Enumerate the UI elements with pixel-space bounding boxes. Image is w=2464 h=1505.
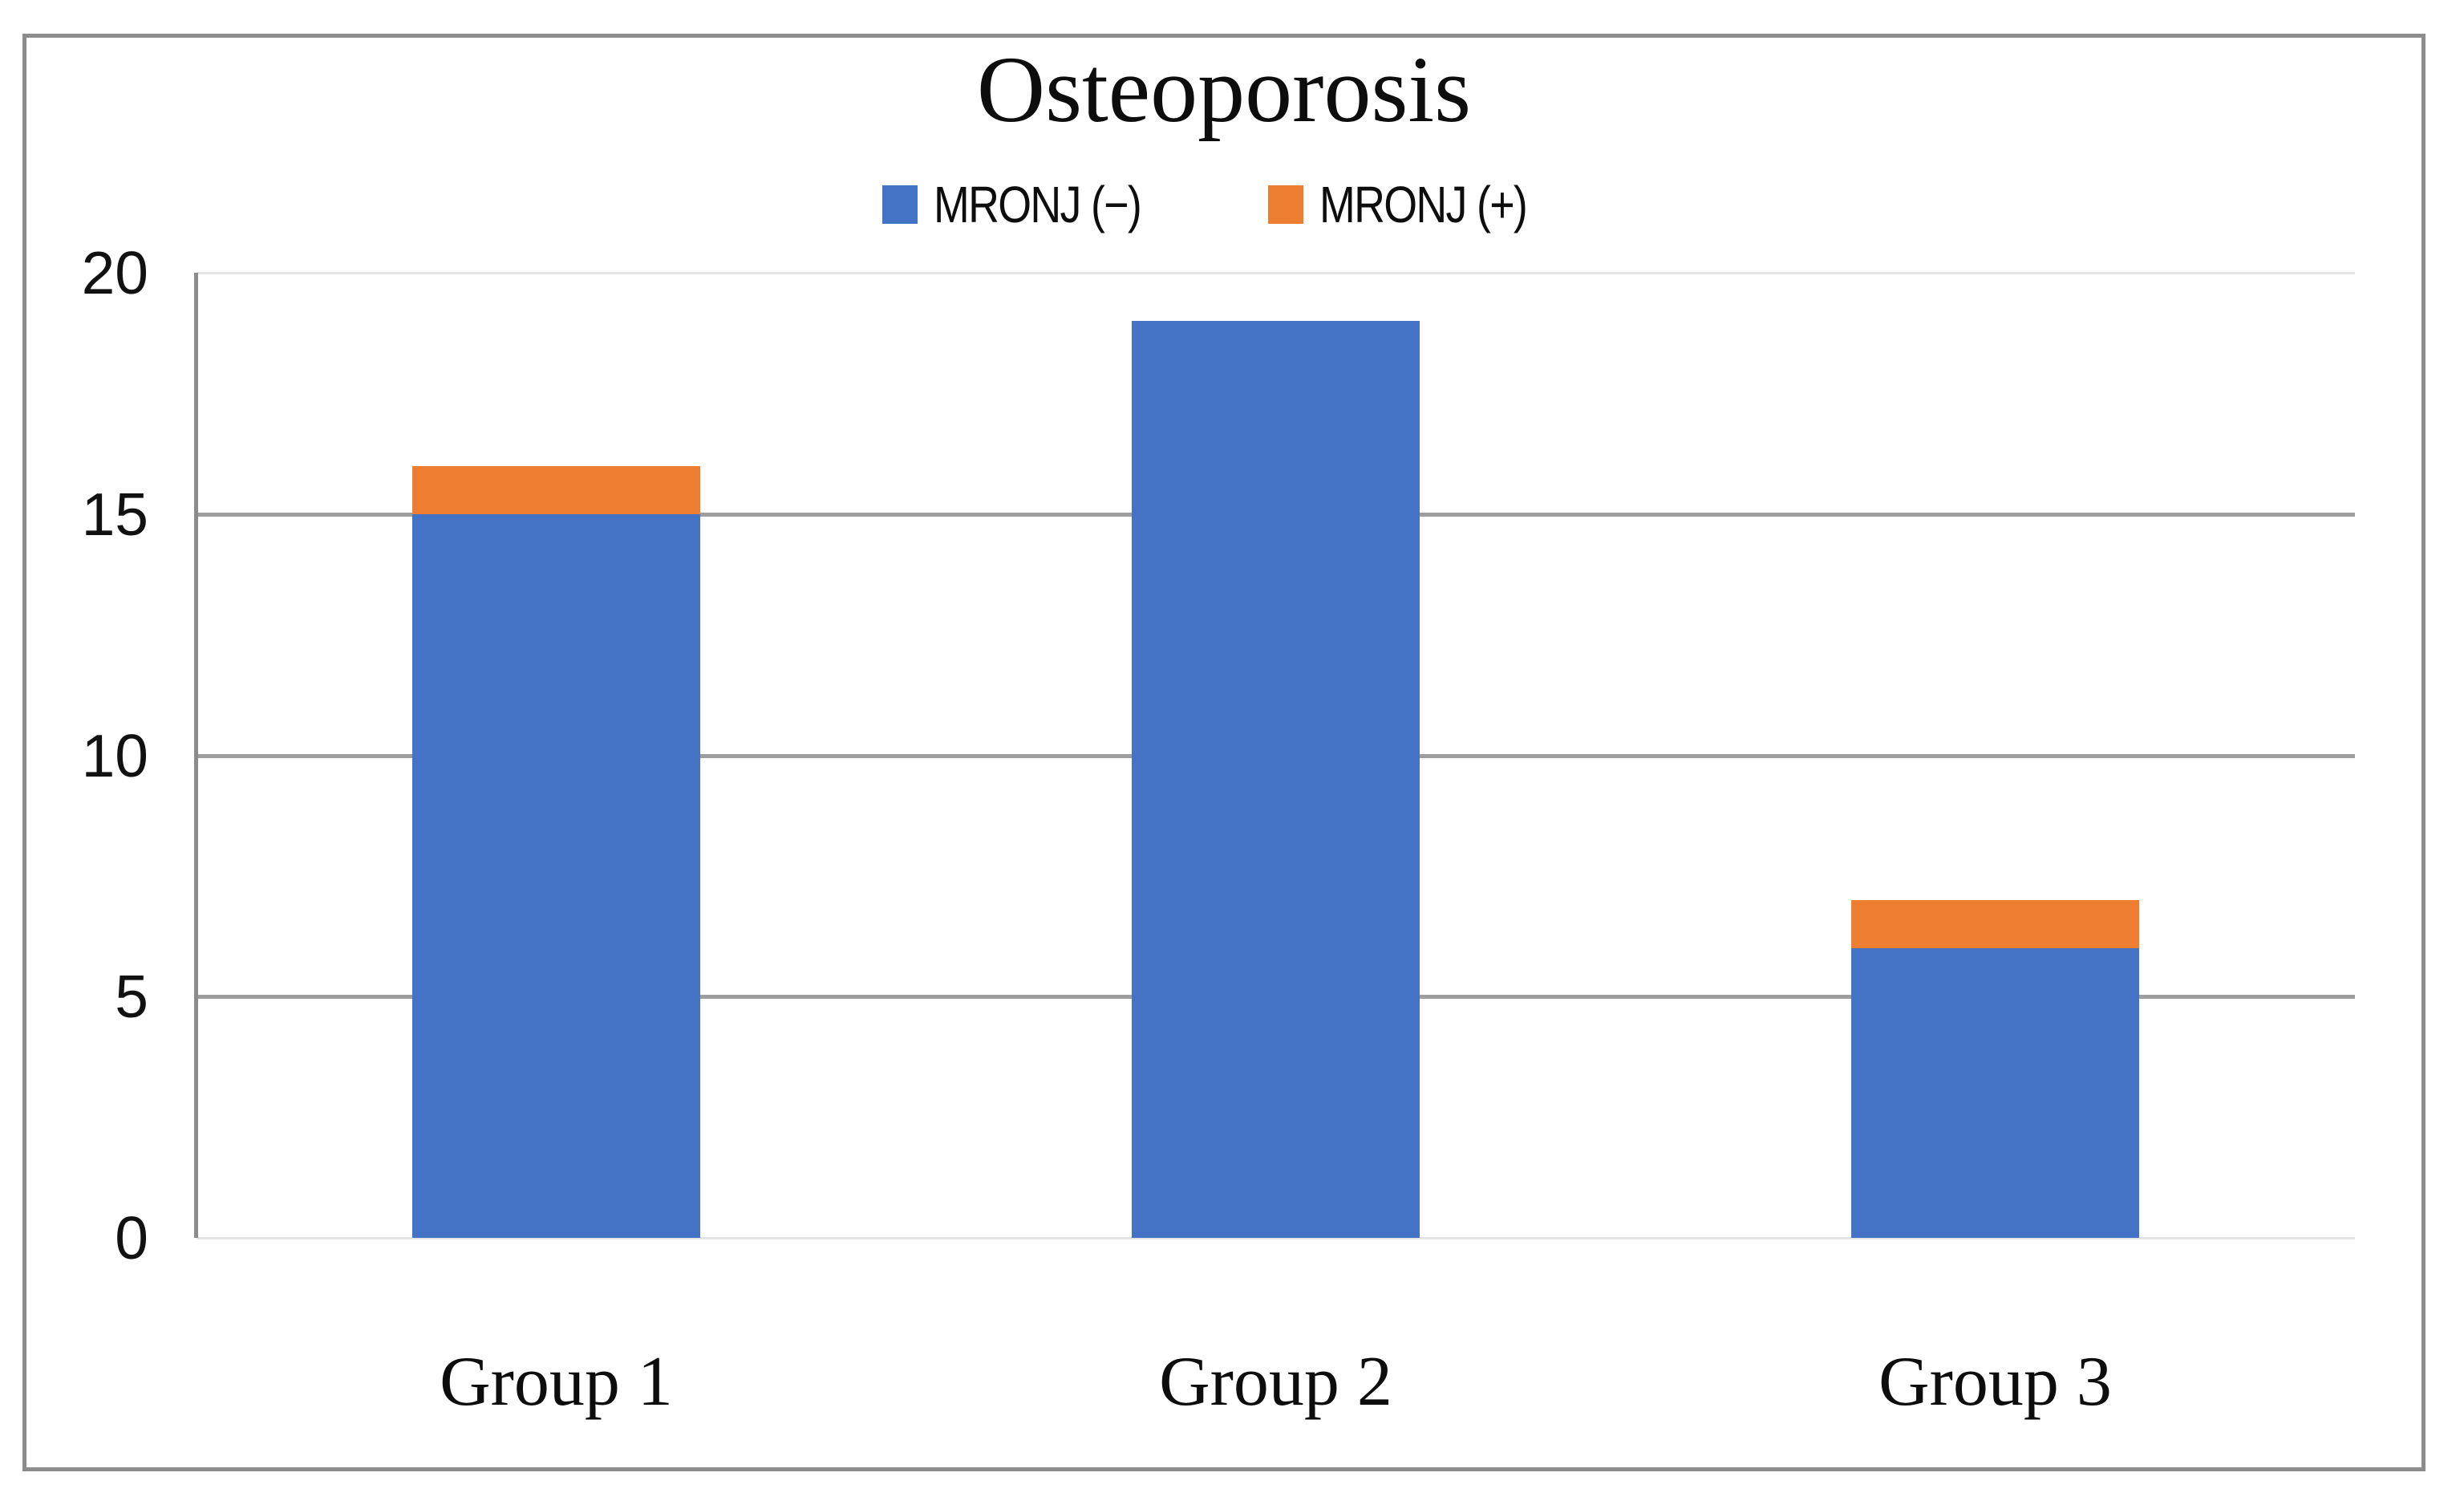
y-axis-tick-label: 0 — [115, 1204, 148, 1272]
bar-segment-negative-group-2 — [1132, 321, 1420, 1238]
bar-segment-positive-group-1 — [412, 465, 700, 514]
x-axis-category-label: Group 3 — [1878, 1343, 2112, 1421]
legend-swatch-icon — [1268, 185, 1303, 224]
legend-swatch-icon — [881, 185, 918, 224]
gridline-y20 — [197, 272, 2355, 274]
chart-legend: MRONJ (−) MRONJ (+) — [22, 175, 2426, 234]
y-axis-tick-label: 15 — [81, 480, 148, 548]
y-axis-tick-label: 10 — [81, 721, 148, 789]
chart-title: Osteoporosis — [976, 37, 1472, 142]
legend-label: MRONJ (−) — [933, 176, 1142, 233]
y-axis-tick-label: 5 — [115, 963, 148, 1031]
legend-item-mronj-positive: MRONJ (+) — [1268, 175, 1566, 234]
y-axis-line — [194, 273, 198, 1238]
x-axis-category-label: Group 2 — [1159, 1343, 1392, 1421]
y-axis-tick-label: 20 — [81, 239, 148, 306]
legend-label: MRONJ (+) — [1319, 176, 1528, 233]
gridline-y0 — [197, 1237, 2355, 1239]
legend-item-mronj-negative: MRONJ (−) — [881, 175, 1180, 234]
bar-segment-positive-group-3 — [1851, 899, 2139, 949]
x-axis-category-label: Group 1 — [440, 1343, 673, 1421]
bar-segment-negative-group-3 — [1851, 948, 2139, 1238]
bar-segment-negative-group-1 — [412, 513, 700, 1238]
